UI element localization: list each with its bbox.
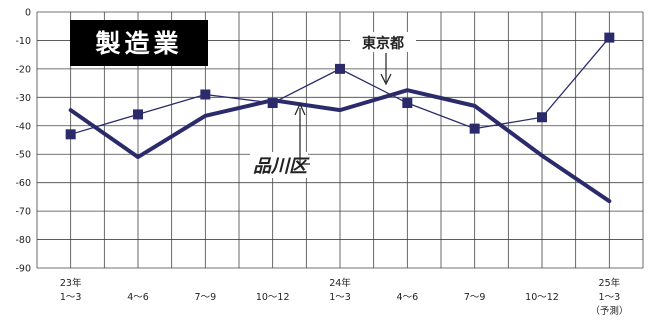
tokyo-data-point	[335, 63, 345, 74]
chart-title-text: 製造業	[94, 29, 182, 58]
tokyo-annotation-label: 東京都	[362, 35, 404, 52]
y-tick-label: 0	[25, 8, 31, 19]
chart-title: 製造業	[70, 20, 208, 66]
tokyo-annotation-background	[350, 32, 416, 52]
tokyo-data-point	[65, 129, 76, 140]
x-tick-label: 1～3	[60, 292, 82, 303]
shinagawa-annotation-arrowhead	[294, 102, 306, 116]
x-tick-label: 1～3	[599, 292, 621, 303]
y-tick-label: -10	[15, 36, 31, 47]
y-tick-label: -80	[15, 235, 31, 246]
x-tick-note-label: （予測）	[590, 305, 628, 317]
shinagawa-annotation-label: 品川区	[253, 156, 310, 177]
tokyo-data-point	[200, 89, 211, 100]
tokyo-data-point	[469, 123, 480, 134]
y-tick-label: -50	[15, 150, 31, 161]
y-tick-label: -60	[15, 178, 31, 189]
x-tick-label: 1～3	[329, 292, 351, 303]
x-tick-year-label: 25年	[599, 277, 621, 289]
x-tick-year-label: 24年	[329, 277, 351, 289]
series	[65, 32, 615, 204]
shinagawa-series-line	[68, 88, 612, 204]
x-tick-label: 7～9	[464, 292, 486, 303]
tokyo-data-point	[604, 32, 615, 43]
chart-title-background	[70, 20, 208, 66]
y-axis-tick-labels: 0 -10 -20 -30 -40 -50 -60 -70 -80 -90	[15, 8, 31, 275]
y-tick-label: -30	[15, 93, 31, 104]
x-tick-label: 4～6	[127, 292, 149, 303]
tokyo-annotation: 東京都	[350, 32, 416, 86]
x-tick-label: 7～9	[195, 292, 217, 303]
shinagawa-annotation-arrow	[299, 108, 310, 165]
y-tick-label: -90	[15, 264, 31, 275]
tokyo-data-point	[267, 98, 278, 109]
x-axis-tick-labels: 23年 1～3 4～6 7～9 10～12 24年 1～3 4～6 7～9 10～12 25年 1～3…	[60, 277, 628, 317]
shinagawa-annotation-background	[250, 152, 308, 178]
y-tick-label: -20	[15, 64, 31, 75]
x-tick-label: 4～6	[397, 292, 419, 303]
x-tick-year-label: 23年	[60, 277, 82, 289]
x-tick-label: 10～12	[525, 292, 559, 303]
tokyo-annotation-arrowhead	[380, 73, 392, 86]
tokyo-data-point	[537, 112, 547, 123]
shinagawa-annotation: 品川区	[250, 102, 310, 178]
tokyo-data-point	[402, 98, 413, 109]
x-tick-label: 10～12	[256, 292, 290, 303]
tokyo-data-point	[133, 109, 143, 120]
y-tick-label: -70	[15, 207, 31, 218]
y-tick-label: -40	[15, 121, 31, 132]
